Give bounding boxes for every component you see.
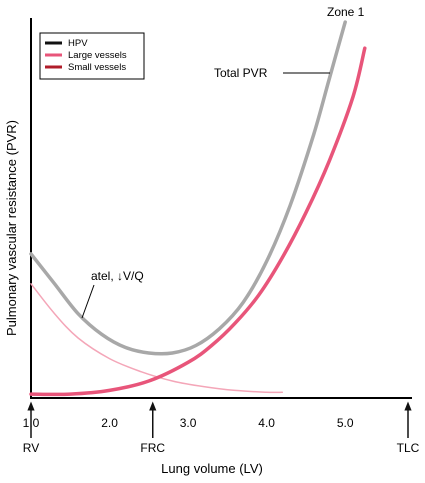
series-lines: [29, 20, 367, 397]
legend-label-small-vessels: Small vessels: [68, 62, 126, 73]
legend-label-hpv: HPV: [68, 38, 88, 49]
x-tick-label: 5.0: [337, 416, 354, 430]
annotation-total-pvr: Total PVR: [214, 66, 268, 80]
marker-label-frc: FRC: [140, 441, 165, 455]
x-axis-label: Lung volume (LV): [161, 461, 263, 476]
legend-label-large-vessels: Large vessels: [68, 50, 127, 61]
y-axis-label: Pulmonary vascular resistance (PVR): [4, 120, 19, 336]
annotation-atel-vq: atel, ↓V/Q: [91, 269, 144, 283]
marker-label-tlc: TLC: [397, 441, 420, 455]
x-tick-label: 3.0: [180, 416, 197, 430]
series-line-total-pvr: [29, 20, 347, 356]
atel-leader-line: [81, 284, 95, 319]
legend: HPV Large vessels Small vessels: [39, 32, 145, 80]
marker-label-rv: RV: [23, 441, 39, 455]
annotation-zone-1: Zone 1: [327, 5, 365, 19]
volume-markers: RV FRC TLC: [23, 401, 420, 455]
x-tick-label: 4.0: [258, 416, 275, 430]
series-line-large-vessels: [29, 46, 367, 397]
x-tick-labels: 1.0 2.0 3.0 4.0 5.0: [23, 416, 354, 430]
x-tick-label: 2.0: [101, 416, 118, 430]
